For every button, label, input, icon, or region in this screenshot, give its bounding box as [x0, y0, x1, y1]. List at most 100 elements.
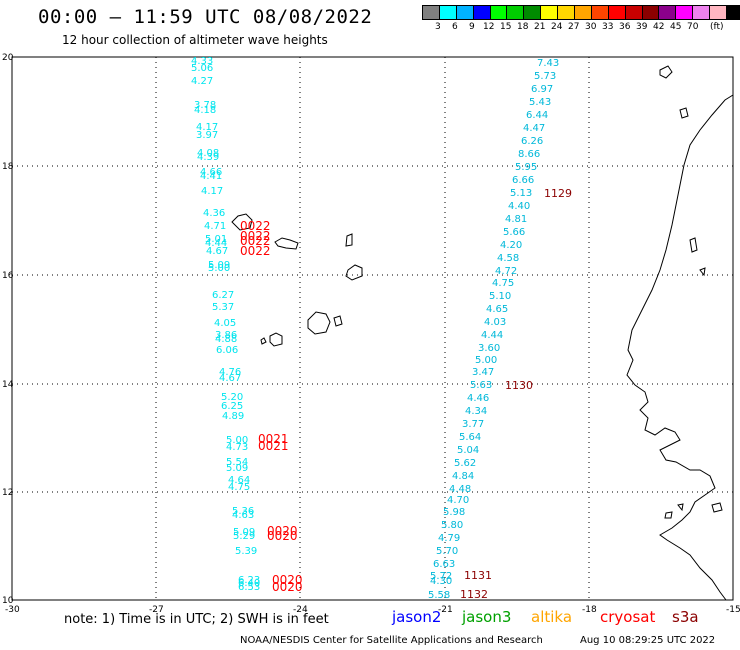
wave-height-value: 5.64: [459, 432, 481, 443]
wave-height-value: 4.08: [197, 148, 219, 159]
wave-height-value: 4.70: [447, 495, 469, 506]
wave-height-value: 4.89: [222, 411, 244, 422]
legend-label: 30: [585, 22, 597, 32]
wave-height-value: 4.39: [197, 152, 219, 163]
wave-height-value: 4.36: [203, 208, 225, 219]
legend-label: 45: [670, 22, 682, 32]
wave-height-value: 4.05: [214, 318, 236, 329]
y-tick-label: 12: [2, 488, 13, 498]
coastline-segment: [333, 315, 343, 327]
legend-label: 21: [534, 22, 546, 32]
wave-height-value: 6.97: [531, 84, 553, 95]
wave-height-value: 5.00: [208, 263, 230, 274]
wave-height-value: 5.10: [489, 291, 511, 302]
coastline-segment: [269, 332, 283, 347]
coastline-segment: [345, 264, 363, 281]
wave-height-value: 4.67: [206, 246, 228, 257]
wave-height-value: 5.62: [454, 458, 476, 469]
wave-height-value: 4.44: [205, 238, 227, 249]
pass-time-label: 0020: [272, 580, 303, 594]
x-tick-label: -15: [726, 605, 740, 615]
y-tick-label: 14: [2, 380, 14, 390]
wave-height-value: 4.88: [215, 334, 237, 345]
coastline-segment: [659, 65, 673, 79]
wave-height-value: 5.20: [221, 392, 243, 403]
wave-height-value: 5.00: [226, 435, 248, 446]
wave-height-value: 4.44: [481, 330, 503, 341]
wave-height-value: 3.60: [478, 343, 500, 354]
wave-height-value: 5.98: [443, 507, 465, 518]
satellite-label-jason3: jason3: [462, 608, 512, 626]
pass-time-label: 1129: [544, 187, 572, 200]
wave-height-value: 4.40: [508, 201, 530, 212]
coastline-segment: [677, 503, 684, 512]
coastline-segment: [307, 311, 331, 335]
legend-label: 33: [602, 22, 614, 32]
pass-time-label: 0022: [240, 244, 271, 258]
x-tick-label: -21: [438, 605, 453, 615]
wave-height-value: 4.27: [191, 76, 213, 87]
map-title: 00:00 – 11:59 UTC 08/08/2022: [38, 6, 373, 28]
wave-height-value: 4.33: [191, 56, 213, 67]
pass-time-label: 0020: [272, 573, 303, 587]
wave-height-value: 5.66: [503, 227, 525, 238]
pass-time-label: 0020: [267, 529, 298, 543]
wave-height-value: 5.01: [205, 234, 227, 245]
map-border: [11, 56, 734, 601]
y-tick-label: 16: [2, 271, 14, 281]
y-tick-label: 18: [2, 162, 14, 172]
pass-time-label: 1131: [464, 569, 492, 582]
satellite-label-cryosat: cryosat: [600, 608, 656, 626]
wave-height-value: 4.58: [497, 253, 519, 264]
color-legend-labels: 3 6 9 12 15 18 21 24 27 30 33 36 39 42 45 70 (ft): [422, 22, 740, 34]
wave-height-value: 4.34: [465, 406, 487, 417]
wave-height-value: 5.09: [226, 463, 248, 474]
color-legend: [422, 5, 740, 20]
y-tick-label: 10: [2, 596, 14, 606]
wave-height-value: 4.48: [449, 484, 471, 495]
wave-height-value: 4.46: [467, 393, 489, 404]
wave-height-value: 6.66: [512, 175, 534, 186]
wave-height-value: 6.53: [238, 582, 260, 593]
wave-height-value: 8.66: [518, 149, 540, 160]
wave-height-value: 5.70: [436, 546, 458, 557]
x-tick-label: -24: [293, 605, 308, 615]
wave-height-value: 4.71: [204, 221, 226, 232]
coastline-segment: [711, 502, 723, 513]
timestamp-text: Aug 10 08:29:25 UTC 2022: [580, 635, 716, 646]
x-tick-label: -30: [5, 605, 20, 615]
legend-label: 42: [653, 22, 665, 32]
coastline-segment: [679, 107, 689, 119]
wave-height-value: 5.09: [208, 260, 230, 271]
legend-label: 15: [500, 22, 512, 32]
wave-height-value: 5.54: [226, 457, 248, 468]
y-tick-label: 20: [2, 53, 14, 63]
legend-label: 70: [687, 22, 699, 32]
wave-height-value: 3.97: [196, 130, 218, 141]
legend-label: 27: [568, 22, 580, 32]
pass-time-label: 1130: [505, 379, 533, 392]
coastline-segment: [664, 511, 673, 519]
coastline-segment: [274, 237, 299, 250]
wave-height-value: 6.44: [526, 110, 548, 121]
wave-height-value: 4.65: [486, 304, 508, 315]
pass-time-label: 0022: [240, 229, 271, 243]
satellite-label-s3a: s3a: [672, 608, 699, 626]
legend-label: 24: [551, 22, 563, 32]
wave-height-value: 5.73: [534, 71, 556, 82]
wave-height-value: 4.73: [226, 442, 248, 453]
wave-height-value: 4.72: [495, 266, 517, 277]
wave-height-value: 4.84: [452, 471, 474, 482]
wave-height-value: 5.80: [441, 520, 463, 531]
legend-label: 18: [517, 22, 529, 32]
x-tick-label: -27: [149, 605, 164, 615]
wave-height-value: 4.03: [484, 317, 506, 328]
wave-height-value: 4.75: [228, 482, 250, 493]
wave-height-value: 6.25: [221, 401, 243, 412]
legend-label: 39: [636, 22, 648, 32]
legend-swatch: [726, 5, 740, 20]
legend-label: 9: [469, 22, 475, 32]
wave-height-value: 6.27: [212, 290, 234, 301]
wave-height-value: 6.40: [238, 578, 260, 589]
